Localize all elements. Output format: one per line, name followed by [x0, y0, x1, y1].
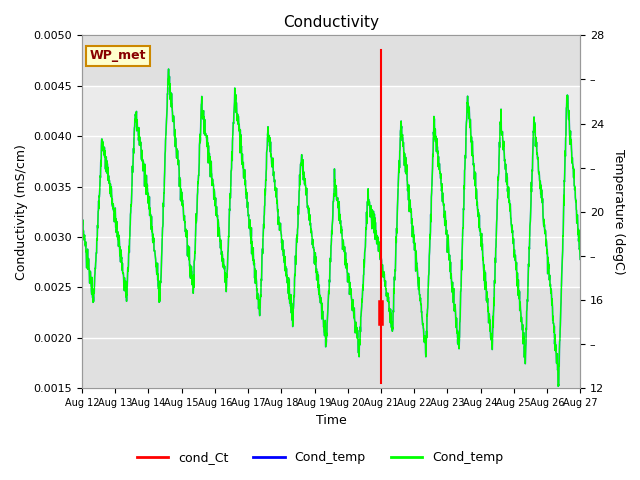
X-axis label: Time: Time: [316, 414, 346, 427]
Legend: cond_Ct, Cond_temp, Cond_temp: cond_Ct, Cond_temp, Cond_temp: [132, 446, 508, 469]
Title: Conductivity: Conductivity: [283, 15, 379, 30]
Y-axis label: Temperature (degC): Temperature (degC): [612, 149, 625, 275]
Bar: [82, 86, 580, 288]
Y-axis label: Conductivity (mS/cm): Conductivity (mS/cm): [15, 144, 28, 280]
Text: WP_met: WP_met: [90, 49, 146, 62]
